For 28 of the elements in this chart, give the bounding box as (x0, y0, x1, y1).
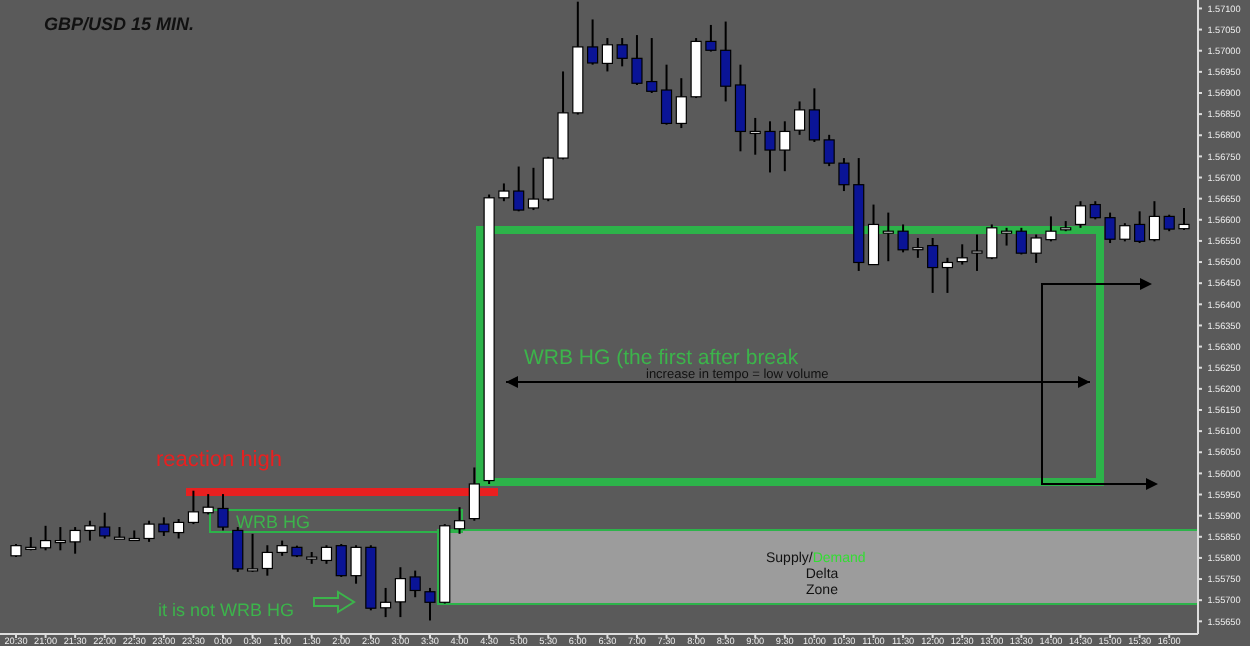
candlestick (232, 526, 244, 573)
candlestick (941, 256, 954, 294)
candlestick (867, 203, 880, 266)
candlestick (1015, 226, 1027, 256)
candlestick (660, 63, 673, 126)
annotation: it is not WRB HG (158, 600, 295, 620)
candlestick (1074, 200, 1087, 229)
candlestick (587, 18, 599, 66)
candlestick (734, 63, 747, 153)
candlestick (409, 569, 421, 599)
annotation: WRB HG (the first after break (524, 346, 800, 370)
candlestick (468, 466, 480, 522)
candlestick (173, 518, 185, 540)
candlestick (320, 544, 333, 565)
candlestick (39, 524, 52, 552)
candlestick (956, 243, 968, 266)
candlestick (793, 100, 806, 136)
candlestick (394, 566, 407, 619)
annotation: WRB HG (236, 512, 310, 532)
text: GBP/USD 15 MIN. (44, 14, 195, 34)
candlestick (453, 506, 466, 535)
candlestick (808, 87, 820, 144)
candlestick (527, 166, 540, 212)
candlestick (601, 37, 613, 73)
candlestick (187, 489, 200, 526)
candlestick (246, 532, 259, 573)
candlestick (1148, 200, 1161, 243)
annotation: reaction high (156, 448, 282, 472)
